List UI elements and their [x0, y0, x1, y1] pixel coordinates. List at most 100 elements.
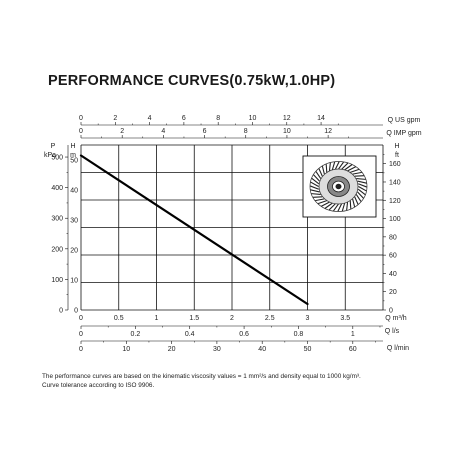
impeller-vane — [331, 161, 336, 171]
tick-label-ft: 40 — [389, 271, 397, 278]
tick-label-lmin: 10 — [122, 346, 130, 353]
tick-label-ft: 20 — [389, 289, 397, 296]
tick-label-m3h: 0.5 — [114, 315, 124, 322]
tick-label-imp-gpm: 0 — [79, 128, 83, 135]
tick-label-ls: 0.2 — [130, 331, 140, 338]
tick-label-m3h: 2 — [230, 315, 234, 322]
impeller-vane — [315, 171, 322, 179]
impeller-vane — [354, 196, 359, 205]
impeller-vane — [318, 168, 323, 177]
impeller-vane — [341, 202, 346, 212]
tick-label-imp-gpm: 6 — [203, 128, 207, 135]
tick-label-lmin: 20 — [168, 346, 176, 353]
tick-label-m3h: 3.5 — [340, 315, 350, 322]
tick-label-kpa: 500 — [51, 155, 63, 162]
tick-label-lmin: 40 — [258, 346, 266, 353]
tick-label-h-m: 20 — [70, 248, 78, 255]
axis-label-lmin: Q l/min — [387, 345, 409, 352]
impeller-vane — [311, 193, 321, 195]
impeller-vane — [313, 174, 320, 182]
tick-label-h-m: 40 — [70, 188, 78, 195]
tick-label-h-m: 0 — [74, 308, 78, 315]
impeller-vane — [309, 185, 319, 190]
impeller-vane — [356, 178, 366, 180]
impeller-vane — [358, 183, 368, 188]
tick-label-us-gpm: 6 — [182, 115, 186, 122]
axis-letter-h-right: H — [394, 143, 399, 150]
impeller-vane — [311, 177, 320, 185]
tick-label-us-gpm: 14 — [317, 115, 325, 122]
axis-letter-h: H — [70, 143, 75, 150]
page-title: PERFORMANCE CURVES(0.75kW,1.0HP) — [48, 73, 336, 89]
axis-label-us-gpm: Q US gpm — [388, 117, 421, 124]
footnote-line-1: The performance curves are based on the … — [42, 373, 361, 380]
impeller-vane — [310, 181, 319, 187]
impeller-vane — [338, 161, 345, 170]
tick-label-lmin: 30 — [213, 346, 221, 353]
axis-label-m3h: Q m³/h — [385, 315, 406, 322]
impeller-vane — [357, 180, 367, 184]
impeller-vane — [328, 162, 331, 171]
performance-curve-line — [79, 154, 309, 306]
tick-label-kpa: 300 — [51, 216, 63, 223]
impeller-vane — [344, 164, 353, 171]
impeller-vane — [349, 200, 352, 209]
impeller-vane — [341, 162, 349, 170]
tick-label-ls: 0 — [79, 331, 83, 338]
tick-label-ft: 160 — [389, 161, 401, 168]
tick-label-us-gpm: 12 — [283, 115, 291, 122]
axis-label-ft: ft — [395, 152, 399, 159]
impeller-vane — [352, 171, 362, 175]
impeller-vane — [321, 201, 330, 207]
tick-label-ft: 100 — [389, 216, 401, 223]
tick-label-h-m: 50 — [70, 158, 78, 165]
axis-label-kpa: kPa — [44, 152, 56, 159]
impeller-vane — [347, 166, 356, 172]
tick-label-us-gpm: 2 — [113, 115, 117, 122]
tick-label-imp-gpm: 4 — [161, 128, 165, 135]
tick-label-ft: 60 — [389, 253, 397, 260]
tick-label-ls: 0.4 — [185, 331, 195, 338]
tick-label-h-m: 10 — [70, 278, 78, 285]
tick-label-m3h: 2.5 — [265, 315, 275, 322]
axis-label-imp-gpm: Q IMP gpm — [386, 130, 421, 137]
tick-label-lmin: 0 — [79, 346, 83, 353]
tick-label-m3h: 1.5 — [189, 315, 199, 322]
axis-label-m: m — [70, 152, 76, 159]
impeller-vane — [357, 188, 366, 196]
tick-label-ft: 120 — [389, 198, 401, 205]
tick-label-ft: 80 — [389, 234, 397, 241]
impeller-vane — [325, 164, 328, 173]
impeller-vane — [357, 191, 364, 199]
impeller-vane — [355, 194, 362, 202]
tick-label-m3h: 3 — [306, 315, 310, 322]
tick-label-imp-gpm: 2 — [120, 128, 124, 135]
axis-letter-p: P — [51, 143, 56, 150]
tick-label-imp-gpm: 8 — [244, 128, 248, 135]
impeller-vane — [315, 198, 325, 202]
tick-label-lmin: 50 — [304, 346, 312, 353]
impeller-vane — [334, 161, 340, 170]
tick-label-us-gpm: 8 — [216, 115, 220, 122]
footnote: The performance curves are based on the … — [42, 372, 452, 390]
tick-label-ft: 140 — [389, 179, 401, 186]
impeller-vane — [350, 168, 360, 173]
impeller-vane — [317, 200, 327, 205]
tick-label-imp-gpm: 10 — [283, 128, 291, 135]
tick-label-kpa: 400 — [51, 185, 63, 192]
footnote-line-2: Curve tolerance according to ISO 9906. — [42, 382, 155, 389]
axis-label-ls: Q l/s — [385, 328, 400, 335]
tick-label-kpa: 0 — [59, 308, 63, 315]
tick-label-m3h: 1 — [155, 315, 159, 322]
impeller-shaft-hole — [335, 183, 342, 190]
tick-label-m3h: 0 — [79, 315, 83, 322]
impeller-vane — [332, 203, 339, 212]
impeller-vane — [337, 203, 343, 212]
tick-label-us-gpm: 4 — [148, 115, 152, 122]
impeller-vane — [310, 189, 320, 193]
tick-label-ft: 0 — [389, 308, 393, 315]
tick-label-us-gpm: 10 — [249, 115, 257, 122]
impeller-vane — [321, 165, 325, 175]
impeller-rim — [309, 161, 368, 212]
